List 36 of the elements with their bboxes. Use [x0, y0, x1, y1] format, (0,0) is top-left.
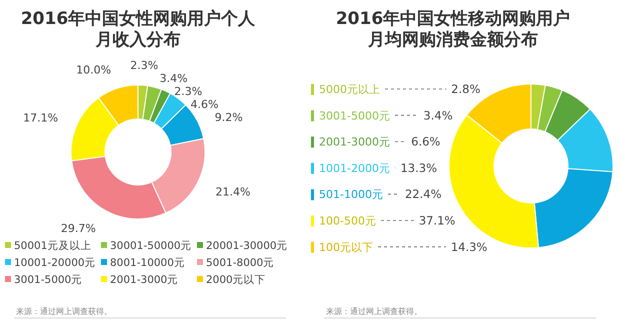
legend-label: 2001-3000元: [110, 274, 178, 286]
chart-title: 2016年中国女性网购用户个人月收入分布: [20, 9, 256, 50]
legend-label: 3001-5000元: [319, 109, 390, 122]
data-label: 9.2%: [214, 111, 243, 124]
legend-label: 10001-20000元: [14, 257, 96, 269]
data-label: 3.4%: [160, 72, 188, 86]
legend-label: 1001-2000元: [319, 162, 390, 175]
source-note: 来源：通过网上调查获得。: [16, 307, 112, 316]
legend-label: 8001-10000元: [110, 257, 185, 269]
data-label: 22.4%: [404, 187, 442, 202]
source-note: 来源：通过网上调查获得。: [326, 307, 422, 316]
data-label: 21.4%: [216, 185, 250, 198]
legend-label: 501-1000元: [319, 188, 383, 202]
legend-label: 50001元及以上: [14, 239, 92, 252]
legend-label: 2000元以下: [206, 273, 266, 286]
legend-label: 5000元以上: [319, 83, 380, 96]
legend-label: 100-500元: [319, 214, 376, 228]
data-label: 13.3%: [400, 160, 438, 175]
data-label: 14.3%: [450, 240, 488, 254]
legend-label: 3001-5000元: [14, 274, 82, 286]
legend-label: 2001-3000元: [319, 136, 390, 149]
data-label: 6.6%: [411, 134, 440, 149]
chart-title: 2016年中国女性移动网购用户月均网购消费金额分布: [336, 9, 570, 50]
data-label: 2.3%: [174, 85, 202, 98]
data-label: 17.1%: [23, 112, 58, 125]
data-label: 37.1%: [418, 214, 456, 228]
data-label: 2.8%: [451, 82, 480, 96]
data-label: 2.3%: [130, 59, 158, 72]
legend-label: 100元以下: [319, 240, 373, 254]
legend-label: 30001-50000元: [110, 240, 192, 252]
data-label: 29.7%: [60, 222, 96, 236]
legend-label: 20001-30000元: [206, 240, 288, 252]
data-label: 4.6%: [190, 98, 218, 112]
legend-label: 5001-8000元: [206, 257, 274, 269]
data-label: 3.4%: [423, 108, 453, 122]
data-label: 10.0%: [76, 63, 112, 76]
